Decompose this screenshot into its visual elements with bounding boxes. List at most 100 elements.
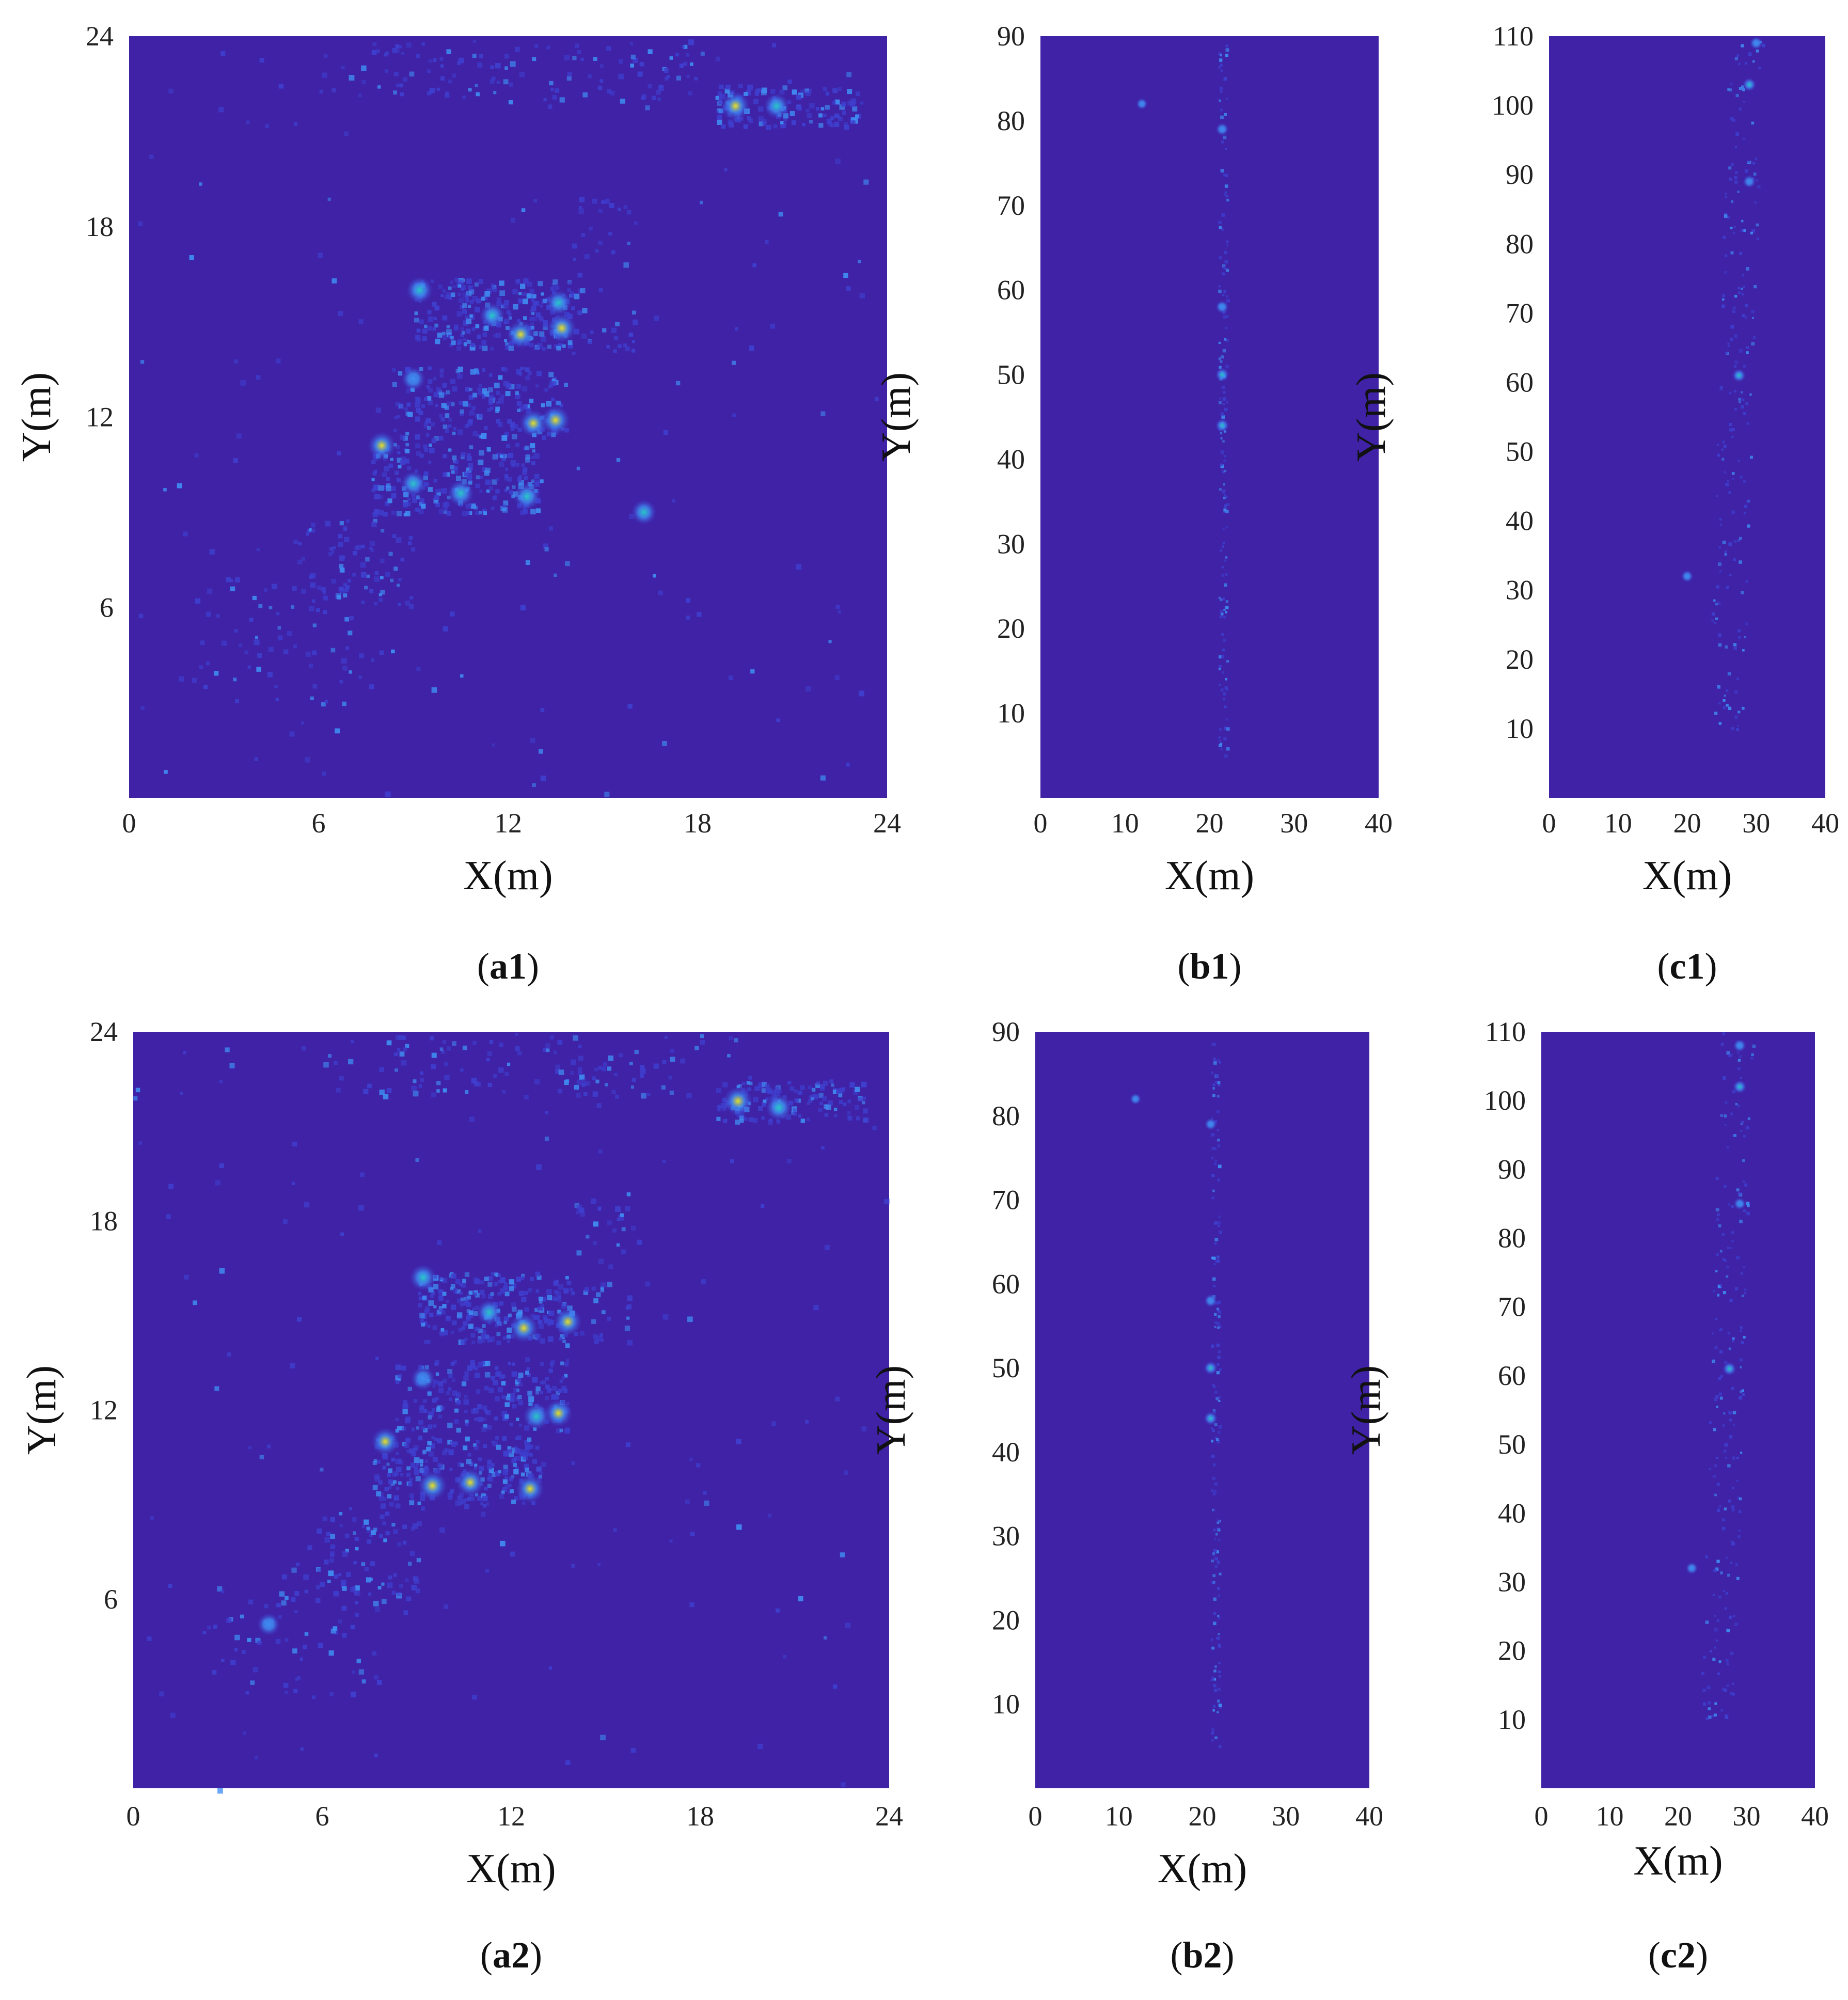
speckle [535, 1333, 539, 1337]
speckle [374, 1607, 381, 1613]
speckle [807, 88, 812, 93]
speckle [1731, 1540, 1733, 1543]
speckle [462, 96, 466, 99]
speckle [479, 1466, 484, 1472]
speckle [484, 291, 491, 297]
speckle [1719, 1505, 1721, 1508]
speckle [515, 46, 520, 52]
speckle [424, 482, 429, 487]
speckle [550, 287, 555, 291]
hotspot-c1-2 [1743, 175, 1756, 188]
speckle [1222, 397, 1226, 401]
caption-letter: a [493, 1934, 511, 1976]
speckle [1224, 113, 1227, 116]
speckle [1719, 1350, 1723, 1353]
speckle [499, 280, 504, 286]
speckle [1745, 316, 1748, 319]
y-tick-label: 6 [100, 592, 114, 623]
speckle [498, 1470, 501, 1474]
speckle [480, 476, 483, 479]
speckle [501, 1395, 506, 1399]
speckle [411, 1427, 415, 1432]
speckle [469, 410, 475, 416]
speckle [483, 1444, 487, 1448]
speckle [234, 1634, 240, 1641]
speckle [403, 492, 409, 498]
speckle [473, 506, 478, 510]
speckle [1220, 108, 1223, 112]
speckle [468, 395, 474, 400]
x-tick-label: 0 [1542, 808, 1556, 839]
speckle [405, 443, 409, 447]
speckle [847, 89, 852, 95]
speckle [600, 1288, 605, 1293]
x-axis-label: X(m) [1633, 1838, 1723, 1884]
speckle [504, 1292, 510, 1297]
speckle [1219, 615, 1223, 619]
speckle [562, 344, 566, 348]
speckle [571, 1291, 575, 1296]
speckle [696, 1463, 701, 1468]
speckle [511, 1447, 517, 1453]
speckle [1224, 705, 1227, 708]
speckle [1743, 1180, 1745, 1183]
speckle [503, 367, 508, 372]
speckle [1731, 1387, 1734, 1390]
speckle [662, 741, 667, 746]
y-tick-label: 60 [997, 275, 1025, 306]
speckle [310, 696, 314, 700]
speckle [427, 310, 432, 314]
speckle [517, 477, 522, 482]
speckle [290, 1363, 295, 1368]
speckle [485, 479, 491, 485]
speckle [529, 1453, 533, 1457]
speckle [556, 401, 561, 405]
speckle [393, 1495, 399, 1501]
speckle [517, 428, 522, 432]
speckle [440, 417, 445, 422]
speckle [297, 1676, 301, 1680]
speckle [478, 1457, 482, 1461]
speckle [432, 302, 437, 307]
speckle [346, 519, 350, 523]
speckle [1219, 1325, 1222, 1328]
panel-c2: 0 10 20 30 40102030405060708090100110X(m)Y(m… [1344, 1016, 1829, 1976]
speckle [598, 209, 603, 213]
hotspot-b2-0 [1204, 1411, 1218, 1426]
speckle [1726, 1662, 1729, 1665]
speckle [506, 383, 512, 388]
speckle [295, 1677, 298, 1681]
speckle [463, 1321, 468, 1326]
speckle [1732, 309, 1736, 313]
speckle [248, 1445, 252, 1450]
speckle [437, 1405, 443, 1411]
speckle [465, 504, 470, 509]
speckle [512, 289, 518, 295]
speckle [466, 455, 472, 462]
speckle [540, 1391, 544, 1395]
speckle [821, 1146, 825, 1150]
speckle [1729, 1053, 1733, 1057]
speckle [199, 665, 203, 669]
speckle [647, 49, 653, 54]
speckle [619, 1053, 623, 1058]
speckle [1718, 1595, 1722, 1599]
speckle [1723, 1450, 1727, 1453]
speckle [794, 1098, 799, 1103]
speckle [1219, 1061, 1221, 1064]
speckle [491, 1272, 494, 1275]
speckle [504, 54, 509, 59]
speckle [525, 454, 530, 460]
speckle [1221, 633, 1224, 636]
speckle [1225, 718, 1228, 721]
speckle [552, 1385, 557, 1391]
speckle [526, 1367, 530, 1371]
speckle [1751, 229, 1756, 233]
speckle [496, 452, 501, 458]
speckle [391, 1522, 396, 1527]
speckle [322, 591, 326, 594]
speckle [443, 336, 447, 340]
speckle [441, 1310, 446, 1315]
speckle [1702, 1702, 1707, 1706]
speckle [1220, 464, 1224, 468]
